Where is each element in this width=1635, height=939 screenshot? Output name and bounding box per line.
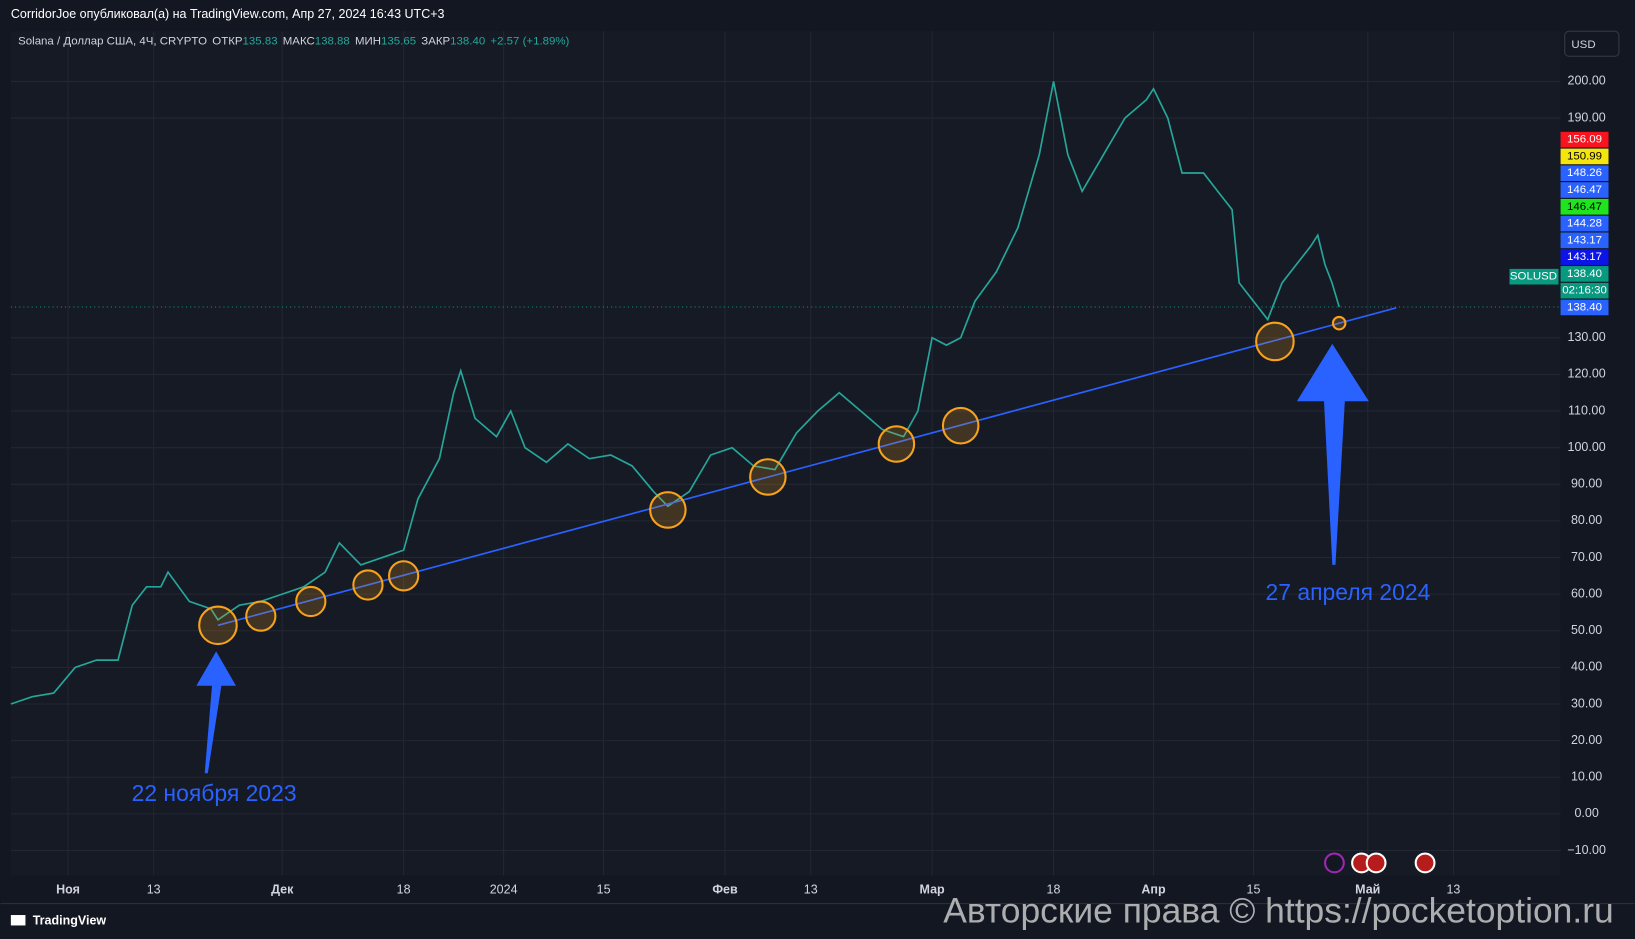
price-label-box [1560,266,1609,282]
annotation: 27 апреля 2024 [1266,579,1431,605]
y-tick-label: 190.00 [1568,110,1606,124]
x-tick-label: Дек [271,882,294,896]
x-tick-label: Мар [920,882,946,896]
y-tick-label: 90.00 [1571,477,1602,491]
plot-area [10,31,1561,876]
x-tick-label: 2024 [490,882,518,896]
y-tick-label: 200.00 [1568,74,1606,88]
price-label: 143.17 [1567,234,1602,246]
x-tick-label: 18 [397,882,411,896]
x-tick-label: Ноя [56,882,80,896]
legend-item: Solana / Доллар США, 4Ч, CRYPTO [18,36,207,48]
annotation: 22 ноября 2023 [132,780,297,806]
touch-circle [352,569,384,601]
y-tick-label: −10.00 [1567,843,1606,857]
y-tick-label: 100.00 [1568,440,1606,454]
watermark: Авторские права © https://pocketoption.r… [943,890,1613,930]
price-label: 138.40 [1567,268,1602,280]
touch-circle [1331,315,1347,331]
price-label: 148.26 [1567,167,1602,179]
y-tick-label: 130.00 [1568,330,1606,344]
x-tick-label: Фев [712,882,738,896]
legend-item: ОТКР [212,36,243,48]
touch-circle [649,491,687,529]
x-tick-label: 18 [1047,882,1061,896]
y-tick-label: 40.00 [1571,660,1602,674]
price-label-box [1560,215,1609,232]
y-tick-label: 20.00 [1571,733,1602,747]
symbol-tag: SOLUSD [1510,271,1557,283]
price-label: 156.09 [1567,134,1602,146]
price-label: 146.47 [1567,201,1602,213]
y-tick-label: 80.00 [1571,513,1602,527]
y-tick-label: 0.00 [1574,806,1598,820]
y-tick-label: 70.00 [1571,550,1602,564]
legend-item: МИН [355,36,381,48]
touch-circle [245,600,277,632]
y-tick-label: 50.00 [1571,623,1602,637]
price-label-box [1560,165,1609,182]
event-icon[interactable] [1414,852,1436,874]
grid [10,31,1561,876]
legend-item: 138.88 [315,36,350,48]
price-label-box [1560,249,1609,265]
price-label-box [1560,282,1609,299]
price-label-box [1560,198,1609,215]
x-tick-label: Апр [1141,882,1166,896]
touch-circle [1255,321,1295,362]
price-label-box [1560,232,1609,249]
x-tick-label: 13 [147,882,161,896]
touch-circle [295,585,327,618]
legend: Solana / Доллар США, 4Ч, CRYPTO ОТКР 135.8… [18,36,569,48]
price-label: 144.28 [1567,218,1602,230]
legend-item: МАКС [283,36,315,48]
author-line: CorridorJoe опубликовал(а) на TradingVie… [11,7,445,21]
brand: TradingView [33,914,107,928]
price-label-box [1560,182,1609,198]
y-tick-label: 120.00 [1568,367,1606,381]
x-tick-label: 13 [1446,882,1460,896]
touch-circle [388,560,420,592]
y-tick-label: 30.00 [1571,696,1602,710]
marks [10,81,1561,705]
brand-logo [10,915,26,926]
y-tick-label: 110.00 [1568,403,1605,417]
x-tick-label: 15 [1247,882,1261,896]
symbol-tag-box [1509,268,1559,285]
legend-item: ЗАКР [421,36,450,48]
price-label: 150.99 [1567,150,1602,162]
x-tick-label: 13 [804,882,818,896]
price-label-box [1560,299,1609,316]
price-label-box [1560,131,1609,148]
currency-button[interactable] [1564,30,1620,57]
currency[interactable]: USD [1571,39,1595,51]
legend-item: 135.83 [243,36,278,48]
legend-item: 138.40 [450,36,485,48]
touch-circle [877,425,916,463]
price-label-box [1560,148,1609,165]
event-icon[interactable] [1365,852,1387,874]
touch-circle [941,406,980,445]
touch-circle [198,605,238,646]
x-tick-label: 15 [597,882,611,896]
legend-item: +2.57 (+1.89%) [490,36,569,48]
price-label: 138.40 [1567,301,1602,313]
x-tick-label: Май [1355,882,1380,896]
price-label: 146.47 [1567,184,1602,196]
arrow-up [196,651,236,774]
price-label: 143.17 [1567,251,1602,263]
touch-circle [749,458,787,496]
legend-item: 135.65 [381,36,416,48]
price-label: 02:16:30 [1562,285,1607,297]
y-tick-label: 60.00 [1571,586,1602,600]
arrow-up [1296,343,1369,565]
y-tick-label: 10.00 [1571,770,1602,784]
price-line [10,81,1341,705]
event-icon[interactable] [1323,852,1345,874]
trend-line [217,306,1397,627]
